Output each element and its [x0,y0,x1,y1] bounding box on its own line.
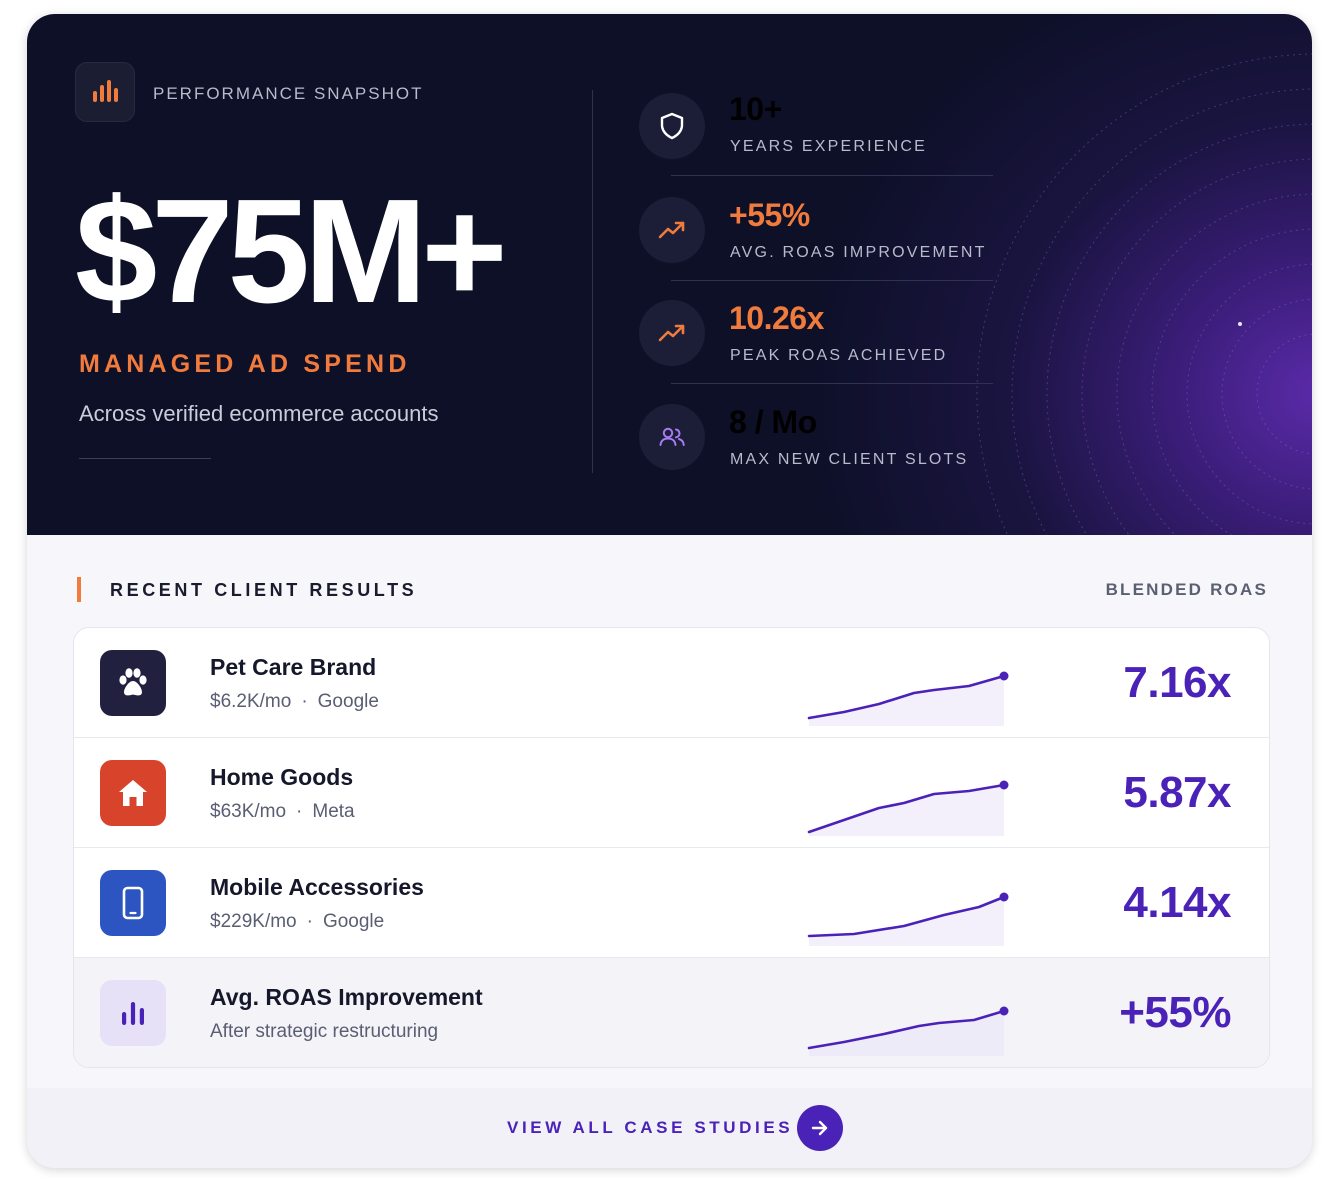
stat-label: AVG. ROAS IMPROVEMENT [730,244,987,261]
stat-value: 10+ [729,91,782,127]
view-case-studies-link[interactable]: VIEW ALL CASE STUDIES [507,1118,794,1137]
stat-years: 10+ YEARS EXPERIENCE [639,91,995,193]
home-icon [100,760,166,826]
footer: VIEW ALL CASE STUDIES [27,1088,1312,1168]
meta-separator: · [296,801,303,822]
list-item[interactable]: Avg. ROAS Improvement After strategic re… [74,958,1269,1067]
roas-value: 4.14x [1123,878,1231,927]
headline-subtext: Across verified ecommerce accounts [79,401,439,426]
roas-value: +55% [1119,988,1231,1037]
client-name: Home Goods [210,764,354,790]
client-platform: Google [317,691,379,712]
trending-up-icon [639,300,705,366]
headline-caption: MANAGED AD SPEND [79,350,411,378]
snapshot-label: PERFORMANCE SNAPSHOT [153,84,424,103]
client-meta: After strategic restructuring [210,1021,439,1042]
trend-sparkline [807,780,1009,836]
divider [79,458,211,459]
stat-label: PEAK ROAS ACHIEVED [730,347,948,364]
users-icon [639,404,705,470]
section-accent-bar [77,577,81,602]
trend-sparkline [807,1006,1009,1056]
meta-separator: · [306,911,313,932]
client-spend: $63K/mo [210,801,287,822]
column-label: BLENDED ROAS [1105,580,1268,599]
client-meta: $6.2K/mo · Google [210,691,379,713]
client-platform: Google [322,911,385,932]
client-platform: Meta [312,801,355,822]
list-item[interactable]: Mobile Accessories $229K/mo · Google 4.14x [74,848,1269,958]
client-name: Pet Care Brand [210,654,377,680]
stat-label: MAX NEW CLIENT SLOTS [730,451,969,468]
client-meta: $63K/mo · Meta [210,801,355,823]
section-title: RECENT CLIENT RESULTS [110,580,418,600]
paw-icon [100,650,166,716]
trend-sparkline [807,892,1009,946]
stat-value: 8 / Mo [729,404,817,440]
decorative-rings [976,53,1312,535]
shield-icon [639,93,705,159]
client-spend: $6.2K/mo [210,691,292,712]
bar-chart-icon [100,980,166,1046]
roas-value: 7.16x [1123,658,1231,707]
client-name: Mobile Accessories [210,874,424,900]
phone-icon [100,870,166,936]
stat-divider [671,175,993,176]
vertical-divider [592,90,593,473]
stat-value: +55% [729,197,810,233]
client-name: Avg. ROAS Improvement [210,984,483,1010]
meta-separator: · [301,691,308,712]
stat-divider [671,280,993,281]
hero-panel: PERFORMANCE SNAPSHOT $75M+ MANAGED AD SP… [27,14,1312,535]
results-list: Pet Care Brand $6.2K/mo · Google 7.16x Hom… [73,627,1270,1068]
arrow-right-icon[interactable] [797,1105,843,1151]
stat-label: YEARS EXPERIENCE [730,138,928,155]
list-item[interactable]: Home Goods $63K/mo · Meta 5.87x [74,738,1269,848]
stat-divider [671,383,993,384]
stat-client-slots: 8 / Mo MAX NEW CLIENT SLOTS [639,404,995,484]
client-meta: $229K/mo · Google [210,911,384,933]
sparkle-dot [1238,322,1242,326]
stat-roas-improvement: +55% AVG. ROAS IMPROVEMENT [639,197,995,297]
trending-up-icon [639,197,705,263]
roas-value: 5.87x [1123,768,1231,817]
stat-peak-roas: 10.26x PEAK ROAS ACHIEVED [639,300,995,400]
performance-card: PERFORMANCE SNAPSHOT $75M+ MANAGED AD SP… [27,14,1312,1168]
client-spend: $229K/mo [210,911,297,932]
headline-value: $75M+ [75,169,508,334]
trend-sparkline [807,671,1009,726]
bar-chart-icon [75,62,135,122]
stat-value: 10.26x [729,300,824,336]
list-item[interactable]: Pet Care Brand $6.2K/mo · Google 7.16x [74,628,1269,738]
